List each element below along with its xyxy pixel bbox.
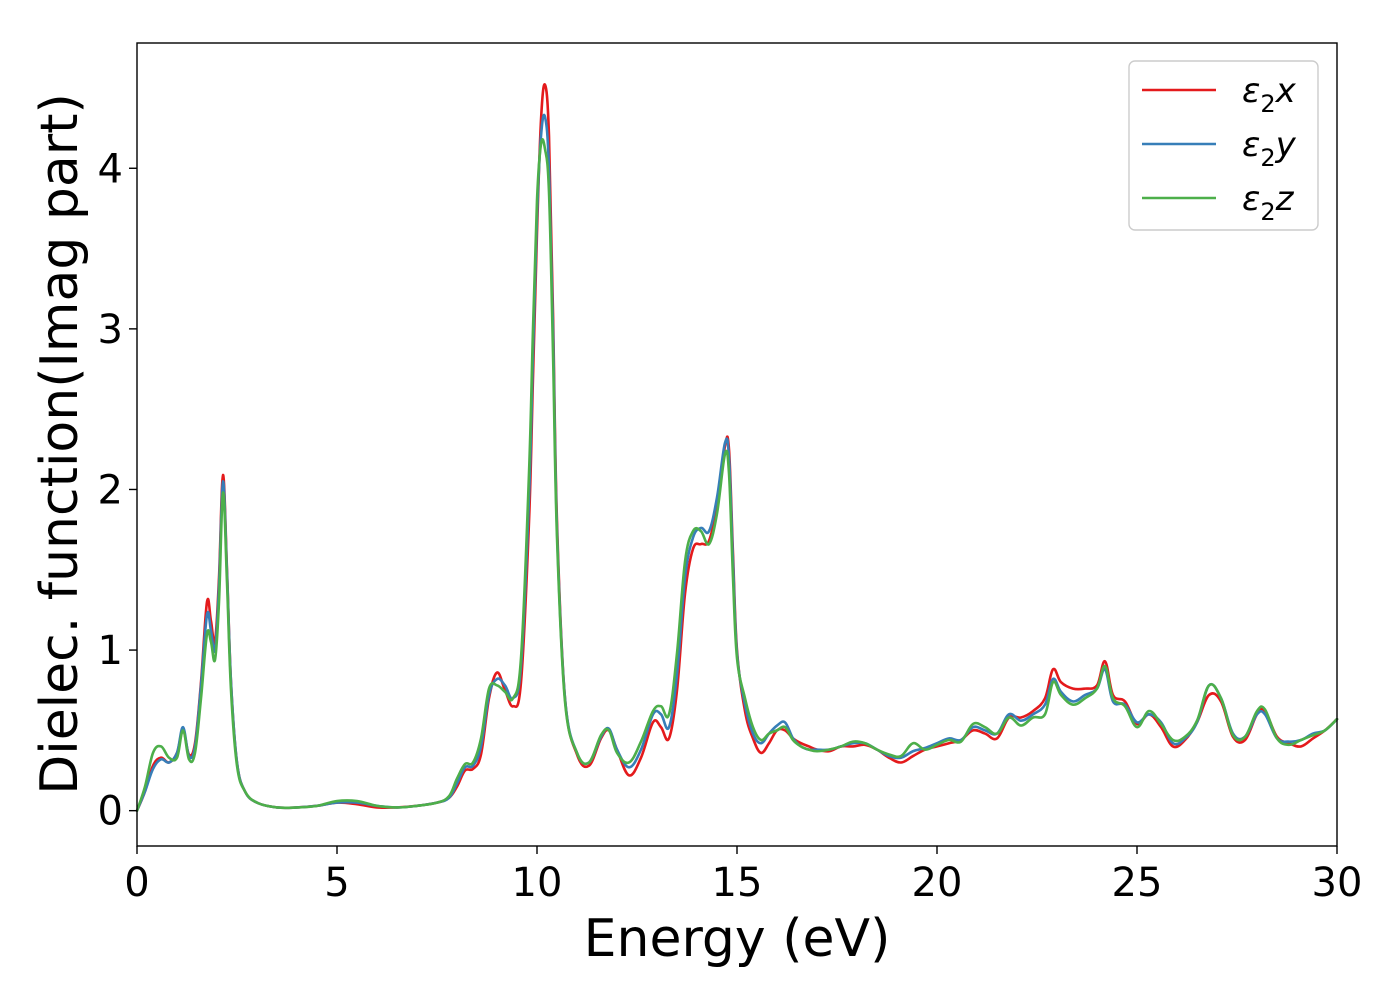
legend-label-x: ε2x (1242, 71, 1297, 118)
series-line-z (135, 138, 1339, 812)
x-tick-label: 20 (912, 860, 963, 906)
legend-box (1128, 60, 1319, 231)
legend-label-z: ε2z (1242, 179, 1295, 226)
y-axis-label: Dielec. function(Imag part) (30, 93, 90, 795)
y-tick-label: 2 (98, 467, 123, 513)
legend-label-subscript: 2 (1260, 90, 1275, 118)
x-tick-label: 0 (124, 860, 149, 906)
y-tick-label: 0 (98, 789, 123, 835)
legend-label-base: ε (1242, 71, 1260, 111)
legend-label-suffix: z (1275, 179, 1295, 219)
x-ticks: 0 5 10 15 20 25 30 (124, 846, 1362, 906)
legend-label-suffix: x (1275, 71, 1297, 111)
x-tick-label: 30 (1312, 860, 1363, 906)
y-ticks: 0 1 2 3 4 (98, 146, 137, 835)
x-tick-label: 10 (512, 860, 563, 906)
legend-label-suffix: y (1275, 125, 1297, 165)
x-axis-label: Energy (eV) (584, 909, 891, 969)
legend-label-base: ε (1242, 125, 1260, 165)
legend-label-base: ε (1242, 179, 1260, 219)
legend-label-subscript: 2 (1260, 198, 1275, 226)
legend-label-subscript: 2 (1260, 144, 1275, 172)
series-group (135, 83, 1339, 812)
y-tick-label: 4 (98, 146, 123, 192)
y-tick-label: 3 (98, 307, 123, 353)
x-tick-label: 5 (324, 860, 349, 906)
y-tick-label: 1 (98, 628, 123, 674)
legend-label-y: ε2y (1242, 125, 1297, 172)
x-tick-label: 25 (1112, 860, 1163, 906)
x-tick-label: 15 (712, 860, 763, 906)
